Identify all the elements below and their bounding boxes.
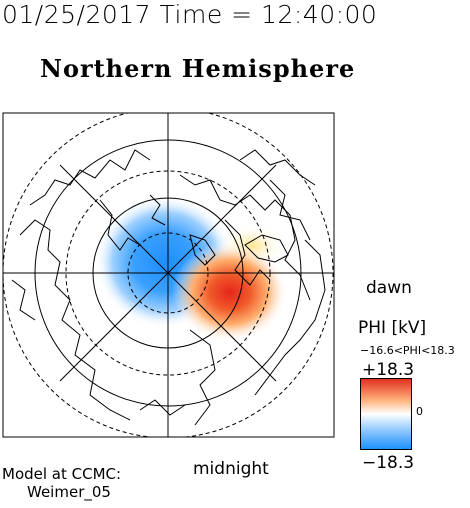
timestamp: 01/25/2017 Time = 12:40:00 — [2, 0, 378, 29]
hemisphere-title: Northern Hemisphere — [40, 54, 356, 83]
colorbar — [360, 378, 412, 450]
model-name: Weimer_05 — [27, 483, 111, 501]
positive-potential-cell — [172, 242, 288, 342]
colorbar-max-label: +18.3 — [362, 360, 415, 380]
model-label: Model at CCMC: — [2, 465, 122, 483]
coastlines — [11, 149, 326, 426]
colorbar-variable-label: PHI [kV] — [358, 318, 427, 338]
colorbar-min-label: −18.3 — [362, 453, 415, 473]
meridian-lines — [3, 113, 334, 437]
midnight-label: midnight — [193, 459, 269, 479]
colorbar-zero-label: 0 — [416, 405, 423, 418]
colorbar-range-text: −16.6<PHI<18.3 — [360, 344, 455, 357]
dawn-label: dawn — [366, 278, 412, 298]
